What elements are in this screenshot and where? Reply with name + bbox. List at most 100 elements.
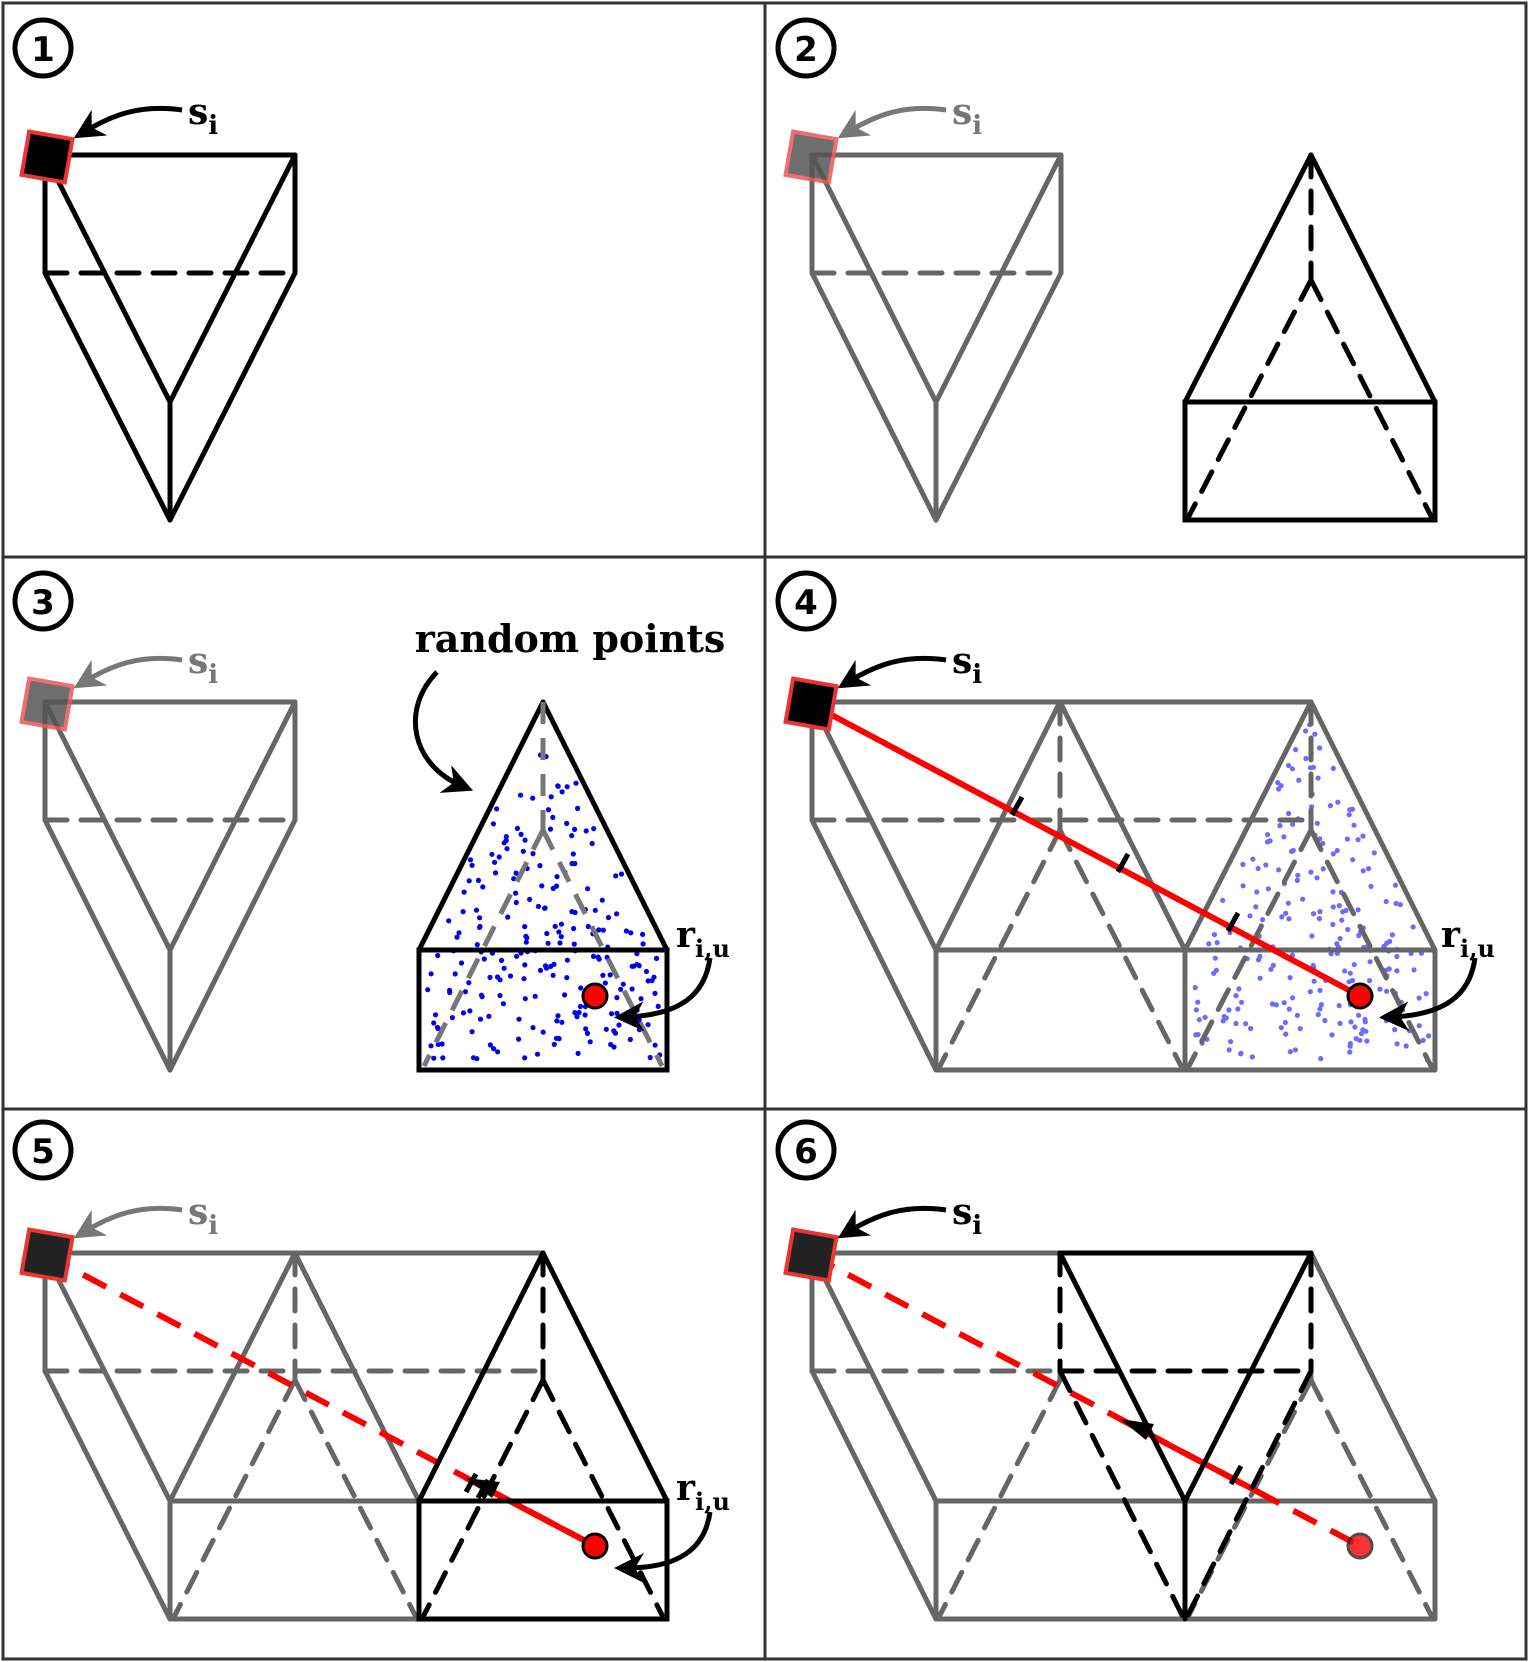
prism-wedge-1 <box>42 152 298 523</box>
random-point <box>1282 1019 1288 1026</box>
random-point <box>1362 1019 1368 1025</box>
random-point <box>522 924 528 930</box>
random-point <box>1286 762 1292 769</box>
random-point <box>570 851 576 857</box>
random-point <box>1360 833 1366 839</box>
random-point <box>431 1055 437 1061</box>
source-marker-1 <box>19 129 75 185</box>
random-point <box>1277 823 1283 829</box>
random-point <box>543 965 550 971</box>
random-point <box>523 933 529 940</box>
random-point <box>583 828 589 834</box>
random-point <box>1281 1000 1287 1006</box>
random-point <box>435 952 441 959</box>
random-point <box>1330 851 1336 857</box>
source-arrow-5 <box>73 1205 183 1239</box>
panel-3-number: 3 <box>31 583 55 623</box>
random-point <box>1345 926 1351 933</box>
random-point <box>582 1012 588 1018</box>
receiver-arrow-3 <box>614 957 713 1032</box>
random-point <box>1254 889 1260 895</box>
random-point <box>607 972 613 978</box>
random-point <box>556 1036 562 1042</box>
random-point <box>477 924 483 931</box>
receiver-label-3: ri,u <box>676 914 730 963</box>
random-point <box>1307 989 1313 995</box>
random-point <box>481 956 487 962</box>
panel-1: 1 si <box>12 17 298 523</box>
receiver-point-3 <box>581 982 609 1010</box>
prism-wedge-2-faded <box>809 152 1064 523</box>
random-point <box>513 899 519 906</box>
random-point <box>1286 810 1292 817</box>
random-point <box>1268 966 1274 972</box>
random-point <box>1290 821 1296 827</box>
random-point <box>530 851 536 857</box>
random-point <box>1233 993 1239 999</box>
pyramid-cell-5 <box>416 1250 670 1622</box>
random-point <box>571 925 577 932</box>
random-point <box>647 1054 653 1061</box>
random-point <box>1389 932 1395 938</box>
random-point <box>1358 1031 1364 1037</box>
random-point <box>530 1025 536 1031</box>
random-point <box>558 934 564 940</box>
random-point <box>550 885 556 892</box>
random-point <box>1339 917 1345 923</box>
random-point <box>636 963 642 969</box>
random-point <box>1279 914 1285 920</box>
panel-1-badge: 1 <box>12 17 74 79</box>
random-point <box>467 1008 473 1014</box>
random-point <box>1347 970 1353 976</box>
random-point <box>584 1030 591 1036</box>
random-point <box>1235 1006 1241 1012</box>
panel-1-number: 1 <box>31 30 55 70</box>
receiver-point-4 <box>1346 982 1374 1010</box>
random-point <box>548 794 554 800</box>
random-point <box>1309 933 1315 939</box>
random-point <box>547 826 554 832</box>
random-point <box>431 1020 437 1026</box>
random-point <box>1202 1014 1208 1021</box>
random-point <box>1357 1037 1363 1043</box>
random-point <box>425 987 431 993</box>
random-point <box>460 909 466 915</box>
random-point <box>613 873 619 879</box>
random-point <box>550 814 556 821</box>
random-point <box>1292 1047 1298 1053</box>
random-point <box>1394 968 1400 974</box>
random-point <box>1318 1002 1324 1008</box>
receiver-arrow-4 <box>1379 957 1478 1032</box>
random-point <box>486 1013 492 1019</box>
random-point <box>1318 1056 1324 1062</box>
random-point <box>1330 765 1336 772</box>
random-point <box>1346 812 1352 818</box>
random-point <box>1294 1012 1300 1018</box>
random-point <box>1360 868 1366 874</box>
receiver-arrow-5 <box>614 1511 713 1583</box>
random-point <box>551 961 557 967</box>
random-point <box>652 990 658 997</box>
random-point <box>640 941 646 947</box>
random-point <box>1317 909 1323 915</box>
random-point <box>1350 857 1356 863</box>
random-point <box>556 929 562 935</box>
random-point <box>1383 898 1389 905</box>
random-point <box>603 1026 609 1032</box>
random-point <box>645 1022 651 1028</box>
random-point <box>1356 1012 1362 1018</box>
random-point <box>614 1010 620 1017</box>
random-point <box>1366 866 1372 872</box>
random-point <box>467 857 474 863</box>
random-point <box>1384 988 1390 994</box>
random-point <box>1255 957 1262 963</box>
ray-crossing-ticks-4 <box>1009 795 1241 933</box>
random-point <box>514 953 520 959</box>
random-point <box>618 871 625 877</box>
random-point <box>498 957 505 964</box>
random-point <box>1303 755 1309 762</box>
random-point <box>480 884 486 890</box>
random-point <box>620 981 626 987</box>
random-point <box>1392 1027 1398 1033</box>
random-point <box>614 911 620 917</box>
